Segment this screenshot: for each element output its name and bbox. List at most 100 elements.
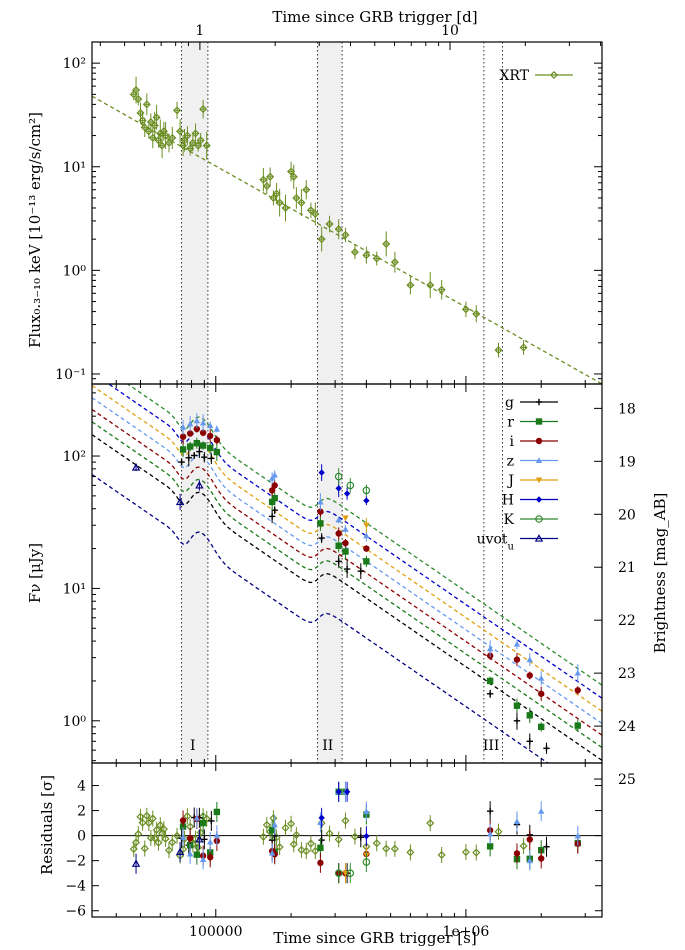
marker-shape <box>186 420 194 427</box>
xrt-marker <box>262 182 271 191</box>
residual-marker <box>213 832 221 838</box>
xrt-marker <box>191 129 200 138</box>
residual-z <box>317 812 324 833</box>
marker-shape <box>526 857 533 864</box>
residual-xrt <box>144 814 153 831</box>
marker-shape <box>535 515 543 523</box>
residual-marker <box>513 850 521 857</box>
residual-z <box>526 850 533 871</box>
marker-shape <box>183 812 192 821</box>
x-tick-label: 1e+06 <box>443 924 490 940</box>
residual-i <box>317 852 324 873</box>
marker-r <box>342 548 349 555</box>
residual-r <box>213 801 221 822</box>
model-curve-uvot_u <box>92 473 550 763</box>
residual-xrt <box>152 821 161 838</box>
residual-marker <box>486 830 494 837</box>
residual-xrt <box>154 834 163 851</box>
marker-shape <box>131 463 141 471</box>
marker-shape <box>526 656 533 663</box>
residual-marker <box>318 836 325 844</box>
xrt-marker <box>272 189 281 198</box>
point-z <box>186 416 194 432</box>
marker-g <box>178 458 185 466</box>
marker-J <box>363 522 370 529</box>
xrt-point <box>188 134 197 152</box>
xrt-marker <box>186 144 195 153</box>
residual-marker <box>207 854 214 861</box>
residual-marker <box>494 827 503 836</box>
point-g <box>196 445 203 458</box>
marker-shape <box>207 422 214 429</box>
point-r <box>193 437 201 449</box>
residual-marker <box>199 819 207 827</box>
marker-shape <box>334 835 343 844</box>
xrt-point <box>281 194 290 222</box>
xrt-marker <box>289 172 298 181</box>
marker-r <box>199 442 207 449</box>
residual-marker <box>175 847 185 856</box>
marker-K <box>362 486 371 495</box>
point-uvot_u <box>131 463 141 472</box>
xrt-point <box>297 189 306 217</box>
marker-shape <box>513 702 521 709</box>
xrt-point <box>172 101 182 119</box>
legend-label-g: g <box>505 395 514 411</box>
xrt-point <box>146 113 155 131</box>
marker-shape <box>538 674 545 681</box>
xrt-y-axis-title: Flux₀.₃₋₁₀ keV [10⁻¹³ erg/s/cm²] <box>26 112 44 348</box>
band-label-I: I <box>190 738 196 754</box>
marker-shape <box>268 498 276 506</box>
marker-shape <box>168 133 177 142</box>
xrt-point <box>325 215 334 233</box>
xrt-point <box>341 227 350 243</box>
residual-marker <box>335 788 342 795</box>
residual-marker <box>362 858 371 866</box>
xrt-point <box>140 117 149 137</box>
marker-shape <box>538 855 545 862</box>
xrt-marker <box>134 95 143 104</box>
point-z <box>342 525 349 534</box>
marker-shape <box>334 472 343 481</box>
residual-xrt <box>281 819 290 836</box>
residual-y-tick-label: 0 <box>77 829 86 845</box>
residual-xrt <box>382 840 391 857</box>
marker-shape <box>486 830 494 837</box>
residual-marker <box>138 818 147 827</box>
xrt-marker <box>406 281 415 290</box>
marker-z <box>199 419 207 426</box>
marker-shape <box>302 847 311 856</box>
xrt-point <box>164 133 174 153</box>
residual-H <box>318 807 325 828</box>
band-label-III: III <box>483 738 500 754</box>
mag-tick-label: 25 <box>618 772 636 788</box>
marker-shape <box>350 248 359 257</box>
marker-shape <box>292 193 301 202</box>
residual-xrt <box>426 815 435 832</box>
marker-shape <box>168 838 177 847</box>
marker-shape <box>363 545 370 552</box>
xrt-marker <box>372 254 381 263</box>
xrt-point <box>311 202 320 226</box>
point-r <box>363 555 370 568</box>
marker-shape <box>382 239 391 248</box>
point-z <box>574 664 581 682</box>
marker-shape <box>302 185 311 194</box>
point-K <box>362 484 371 497</box>
marker-shape <box>193 425 201 433</box>
marker-shape <box>341 230 350 239</box>
residual-marker <box>193 814 201 821</box>
residual-marker <box>144 818 153 828</box>
marker-shape <box>196 136 205 145</box>
point-g <box>268 509 276 524</box>
marker-shape <box>262 182 271 191</box>
marker-shape <box>213 436 221 444</box>
marker-J <box>342 515 349 522</box>
point-g <box>208 452 215 465</box>
marker-shape <box>486 645 494 652</box>
residual-H <box>335 781 342 802</box>
marker-shape <box>207 432 214 440</box>
marker-shape <box>574 687 581 694</box>
marker-shape <box>363 832 370 840</box>
marker-uvot_u <box>131 463 141 471</box>
